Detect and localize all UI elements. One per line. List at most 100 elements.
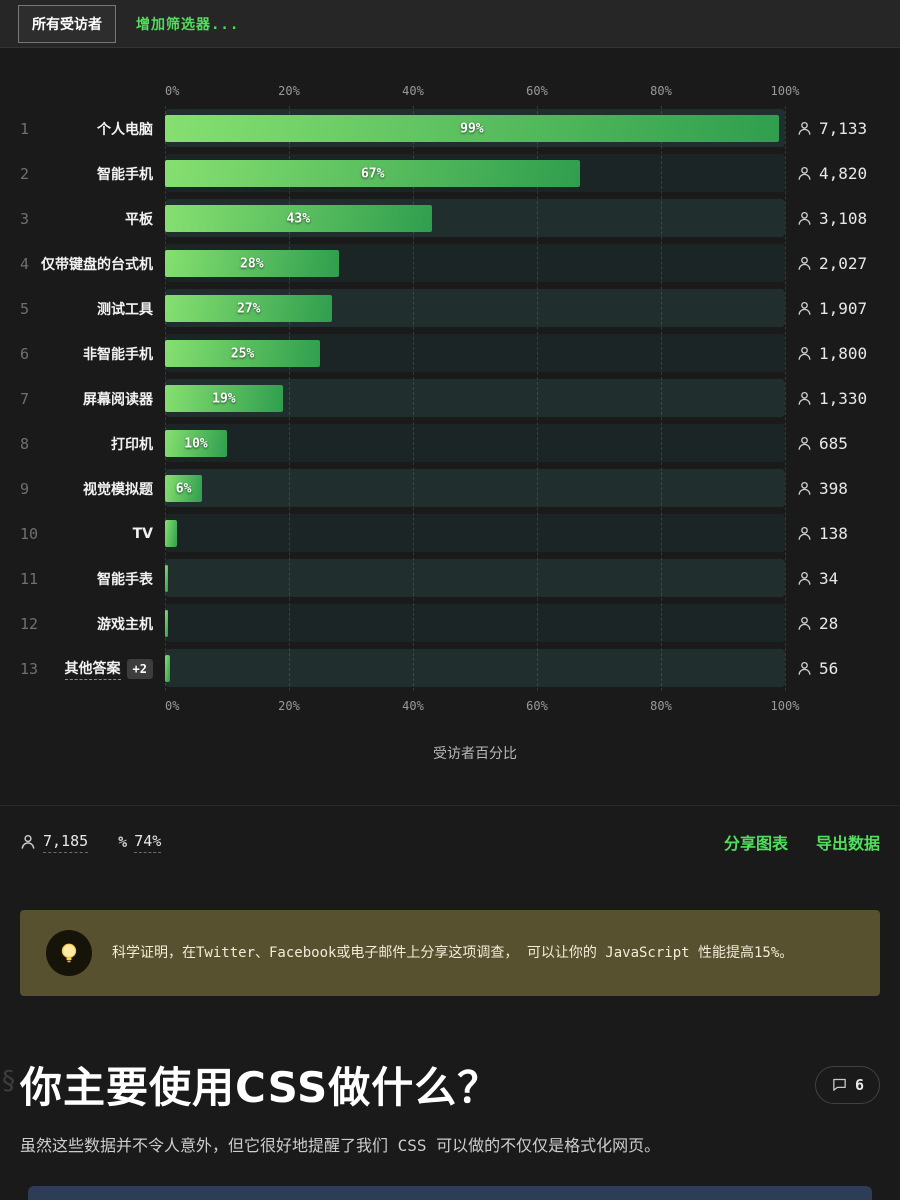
row-count: 3,108	[785, 209, 880, 228]
person-icon	[798, 121, 811, 135]
person-icon	[798, 346, 811, 360]
row-rank: 13	[20, 659, 39, 678]
row-extra-badge[interactable]: +2	[126, 658, 153, 679]
chart-row[interactable]: 8 打印机 10% 685	[20, 421, 880, 466]
chart-row[interactable]: 4 仅带键盘的台式机 28% 2,027	[20, 241, 880, 286]
chart-row[interactable]: 6 非智能手机 25% 1,800	[20, 331, 880, 376]
axis-tick: 40%	[402, 84, 424, 98]
bar[interactable]: 6%	[165, 475, 203, 502]
row-count-value: 4,820	[819, 164, 868, 183]
bar-value-label: 67%	[360, 166, 385, 181]
next-chart-partial-bar[interactable]	[28, 1186, 872, 1200]
person-icon	[21, 834, 35, 849]
row-count-value: 1,907	[819, 299, 868, 318]
chart-row[interactable]: 3 平板 43% 3,108	[20, 196, 880, 241]
row-label-cell: 打印机	[50, 434, 165, 454]
chart-row[interactable]: 11 智能手表 34	[20, 556, 880, 601]
share-tip-banner: 科学证明，在Twitter、Facebook或电子邮件上分享这项调查， 可以让你…	[20, 910, 880, 996]
row-label-cell: 智能手机	[50, 164, 165, 184]
bar[interactable]: 43%	[165, 205, 432, 232]
person-icon	[798, 166, 811, 180]
row-label-cell: 个人电脑	[50, 119, 165, 139]
lightbulb-icon	[46, 930, 92, 976]
row-count: 7,133	[785, 119, 880, 138]
bar[interactable]: 27%	[165, 295, 333, 322]
person-icon	[798, 571, 811, 585]
row-rank: 3	[20, 209, 30, 228]
tab-add-filter[interactable]: 增加筛选器...	[136, 16, 240, 33]
bar[interactable]: 19%	[165, 385, 283, 412]
row-count: 1,330	[785, 389, 880, 408]
row-label: 打印机	[111, 436, 153, 453]
row-label: TV	[132, 525, 153, 542]
comments-button[interactable]: 6	[814, 1065, 880, 1104]
bar[interactable]	[165, 565, 169, 592]
x-axis-bottom: 0% 20% 40% 60% 80% 100%	[165, 695, 799, 717]
bar[interactable]	[165, 520, 177, 547]
bar-track: 43%	[165, 196, 785, 241]
bar-value-label: 43%	[286, 211, 311, 226]
row-label: 个人电脑	[97, 121, 153, 138]
axis-tick: 40%	[402, 699, 424, 713]
row-count-value: 34	[819, 569, 839, 588]
chart-row[interactable]: 5 测试工具 27% 1,907	[20, 286, 880, 331]
axis-tick: 20%	[278, 84, 300, 98]
bar[interactable]: 10%	[165, 430, 227, 457]
tip-text: 科学证明，在Twitter、Facebook或电子邮件上分享这项调查， 可以让你…	[112, 944, 794, 961]
row-label: 游戏主机	[97, 616, 153, 633]
chart-rows: 1 个人电脑 99% 7,133 2 智能手机 67%	[20, 106, 880, 691]
row-rank: 12	[20, 614, 39, 633]
chart-row[interactable]: 12 游戏主机 28	[20, 601, 880, 646]
bar-track	[165, 511, 785, 556]
row-label: 屏幕阅读器	[83, 391, 153, 408]
bar[interactable]: 67%	[165, 160, 581, 187]
share-chart-link[interactable]: 分享图表	[723, 834, 788, 853]
next-question-header: 你主要使用CSS做什么？ 6	[20, 1054, 880, 1115]
bar-value-label: 99%	[460, 121, 484, 136]
row-band	[165, 514, 785, 552]
row-band	[165, 424, 785, 462]
bar-value-label: 10%	[184, 436, 208, 451]
chart-actions: 分享图表 导出数据	[724, 830, 880, 854]
bar[interactable]: 99%	[165, 115, 779, 142]
chart-row[interactable]: 1 个人电脑 99% 7,133	[20, 106, 880, 151]
bar[interactable]	[165, 610, 168, 637]
bar-value-label: 27%	[236, 301, 261, 316]
row-count-value: 138	[819, 524, 848, 543]
completion-stat[interactable]: % 74%	[118, 832, 162, 853]
chart-row[interactable]: 9 视觉模拟题 6% 398	[20, 466, 880, 511]
bar[interactable]: 25%	[165, 340, 320, 367]
row-rank: 6	[20, 344, 30, 363]
tab-all-respondents[interactable]: 所有受访者	[18, 4, 116, 43]
chart-row[interactable]: 13 其他答案 +2 56	[20, 646, 880, 691]
row-label-cell: TV	[50, 526, 165, 542]
anchor-link-icon[interactable]: §	[2, 1066, 15, 1096]
axis-tick: 60%	[526, 699, 548, 713]
row-label: 视觉模拟题	[83, 481, 153, 498]
row-count-value: 2,027	[819, 254, 868, 273]
row-label: 其他答案	[64, 658, 121, 680]
row-label-cell: 平板	[50, 209, 165, 229]
export-data-link[interactable]: 导出数据	[815, 834, 880, 853]
row-label-cell: 视觉模拟题	[50, 479, 165, 499]
chart-row[interactable]: 10 TV 138	[20, 511, 880, 556]
row-count: 138	[785, 524, 880, 543]
row-count-value: 28	[819, 614, 839, 633]
bar-track: 6%	[165, 466, 785, 511]
bar-track: 25%	[165, 331, 785, 376]
percent-icon: %	[118, 833, 128, 851]
chart-row[interactable]: 2 智能手机 67% 4,820	[20, 151, 880, 196]
row-rank: 9	[20, 479, 30, 498]
bar[interactable]	[165, 655, 170, 682]
bar-value-label: 28%	[240, 256, 264, 271]
respondents-count: 7,185	[43, 832, 89, 853]
bar[interactable]: 28%	[165, 250, 339, 277]
row-count: 34	[785, 569, 880, 588]
row-count: 56	[785, 659, 880, 678]
respondents-stat[interactable]: 7,185	[20, 832, 89, 853]
person-icon	[798, 661, 811, 675]
chart-row[interactable]: 7 屏幕阅读器 19% 1,330	[20, 376, 880, 421]
row-count: 398	[785, 479, 880, 498]
row-rank: 2	[20, 164, 30, 183]
completion-rate: 74%	[134, 832, 162, 853]
